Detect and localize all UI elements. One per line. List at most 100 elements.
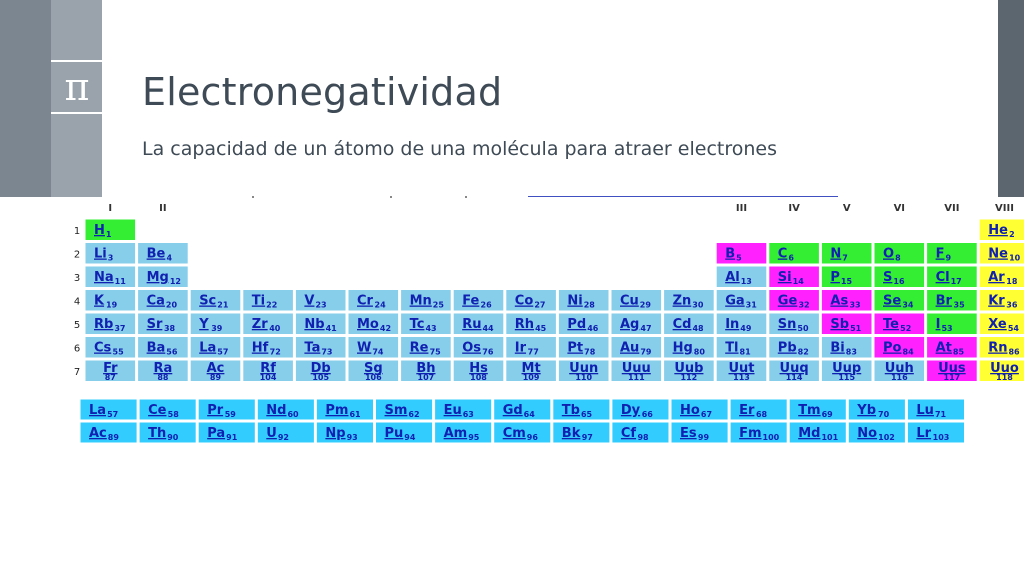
element-cell-ti[interactable]: Ti 22 [242,289,294,312]
element-cell-se[interactable]: Se 34 [873,289,926,312]
element-cell-nd[interactable]: Nd 60 [256,398,315,421]
element-cell-as[interactable]: As 33 [820,289,873,312]
element-cell-sm[interactable]: Sm 62 [375,398,434,421]
element-cell-cs[interactable]: Cs 55 [84,336,137,359]
element-cell-lr[interactable]: Lr 103 [906,421,966,444]
element-cell-pa[interactable]: Pa 91 [197,421,256,444]
element-cell-mg[interactable]: Mg 12 [137,265,189,288]
element-cell-li[interactable]: Li 3 [84,242,137,265]
element-cell-ga[interactable]: Ga 31 [715,289,768,312]
element-cell-te[interactable]: Te 52 [873,312,926,335]
element-cell-cd[interactable]: Cd 48 [663,312,715,335]
element-cell-tb[interactable]: Tb 65 [552,398,611,421]
element-cell-ge[interactable]: Ge 32 [768,289,820,312]
element-cell-v[interactable]: V 23 [294,289,347,312]
element-cell-pu[interactable]: Pu 94 [375,421,434,444]
element-cell-in[interactable]: In 49 [715,312,768,335]
element-cell-y[interactable]: Y 39 [189,312,242,335]
element-cell-u[interactable]: U 92 [256,421,315,444]
element-cell-eu[interactable]: Eu 63 [434,398,493,421]
element-cell-cu[interactable]: Cu 29 [610,289,663,312]
element-cell-ho[interactable]: Ho 67 [670,398,729,421]
element-cell-tc[interactable]: Tc 43 [400,312,452,335]
element-cell-la[interactable]: La 57 [189,336,242,359]
element-cell-bk[interactable]: Bk 97 [552,421,611,444]
element-cell-os[interactable]: Os 76 [452,336,505,359]
element-cell-zr[interactable]: Zr 40 [242,312,294,335]
element-cell-nb[interactable]: Nb 41 [294,312,347,335]
element-cell-sr[interactable]: Sr 38 [137,312,189,335]
element-cell-pd[interactable]: Pd 46 [557,312,610,335]
element-cell-na[interactable]: Na 11 [84,265,137,288]
element-cell-ba[interactable]: Ba 56 [137,336,189,359]
element-cell-au[interactable]: Au 79 [610,336,663,359]
element-cell-hg[interactable]: Hg 80 [663,336,715,359]
element-cell-es[interactable]: Es 99 [670,421,729,444]
element-cell-w[interactable]: W 74 [347,336,400,359]
element-cell-p[interactable]: P 15 [820,265,873,288]
element-cell-dy[interactable]: Dy 66 [611,398,670,421]
element-cell-ni[interactable]: Ni 28 [557,289,610,312]
element-cell-md[interactable]: Md 101 [788,421,847,444]
element-cell-ag[interactable]: Ag 47 [610,312,663,335]
element-cell-pb[interactable]: Pb 82 [768,336,820,359]
element-cell-lu[interactable]: Lu 71 [906,398,966,421]
element-cell-ar[interactable]: Ar 18 [978,265,1024,288]
element-cell-mn[interactable]: Mn 25 [400,289,452,312]
element-cell-kr[interactable]: Kr 36 [978,289,1024,312]
element-cell-tl[interactable]: Tl 81 [715,336,768,359]
element-cell-br[interactable]: Br 35 [926,289,978,312]
element-cell-sb[interactable]: Sb 51 [820,312,873,335]
element-cell-xe[interactable]: Xe 54 [978,312,1024,335]
element-cell-k[interactable]: K 19 [84,289,137,312]
element-cell-np[interactable]: Np 93 [315,421,374,444]
element-cell-fm[interactable]: Fm 100 [729,421,788,444]
element-cell-re[interactable]: Re 75 [400,336,452,359]
element-cell-pt[interactable]: Pt 78 [557,336,610,359]
element-cell-co[interactable]: Co 27 [505,289,557,312]
element-cell-no[interactable]: No 102 [847,421,906,444]
element-cell-ce[interactable]: Ce 58 [138,398,197,421]
element-cell-cm[interactable]: Cm 96 [493,421,552,444]
element-cell-s[interactable]: S 16 [873,265,926,288]
element-cell-sn[interactable]: Sn 50 [768,312,820,335]
element-cell-pr[interactable]: Pr 59 [197,398,256,421]
element-cell-ne[interactable]: Ne 10 [978,242,1024,265]
element-cell-hf[interactable]: Hf 72 [242,336,294,359]
element-cell-mo[interactable]: Mo 42 [347,312,400,335]
element-cell-gd[interactable]: Gd 64 [493,398,552,421]
element-cell-rb[interactable]: Rb 37 [84,312,137,335]
element-cell-sc[interactable]: Sc 21 [189,289,242,312]
element-cell-ir[interactable]: Ir 77 [505,336,557,359]
element-cell-cr[interactable]: Cr 24 [347,289,400,312]
element-cell-am[interactable]: Am 95 [434,421,493,444]
element-cell-po[interactable]: Po 84 [873,336,926,359]
element-cell-zn[interactable]: Zn 30 [663,289,715,312]
element-cell-rh[interactable]: Rh 45 [505,312,557,335]
element-cell-at[interactable]: At 85 [926,336,978,359]
element-cell-he[interactable]: He 2 [978,218,1024,241]
element-cell-ru[interactable]: Ru 44 [452,312,505,335]
element-cell-cl[interactable]: Cl 17 [926,265,978,288]
element-cell-rn[interactable]: Rn 86 [978,336,1024,359]
